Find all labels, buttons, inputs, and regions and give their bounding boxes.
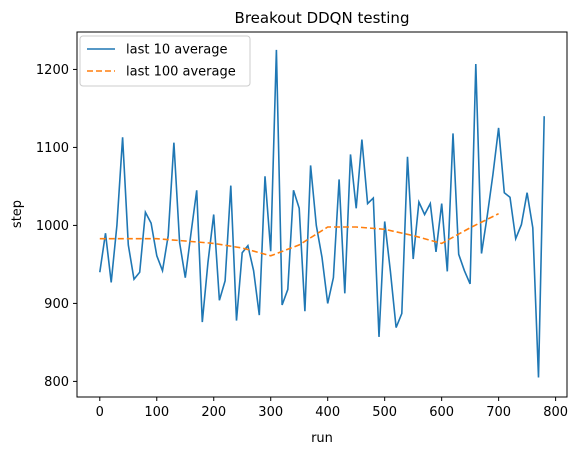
- x-tick-label: 600: [429, 405, 454, 420]
- series-line-1: [99, 49, 545, 378]
- legend: last 10 average last 100 average: [79, 35, 251, 87]
- y-tick-label: 1200: [36, 63, 69, 78]
- legend-box: [79, 35, 251, 87]
- x-tick-label: 800: [543, 405, 568, 420]
- plot-frame: [76, 31, 568, 398]
- y-tick-label: 1100: [36, 141, 69, 156]
- x-axis: 0 100 200 300 400 500 600 700 800: [96, 397, 568, 420]
- y-tick-label: 900: [44, 297, 69, 312]
- x-tick-label: 500: [372, 405, 397, 420]
- x-tick-label: 0: [96, 405, 104, 420]
- series-line-2: [99, 212, 499, 257]
- x-tick-label: 700: [486, 405, 511, 420]
- plot-series: [99, 49, 545, 378]
- legend-label-1: last 10 average: [126, 43, 227, 58]
- y-tick-label: 800: [44, 375, 69, 390]
- x-tick-label: 200: [201, 405, 226, 420]
- y-tick-label: 1000: [36, 219, 69, 234]
- chart-title: Breakout DDQN testing: [235, 9, 410, 27]
- legend-label-2: last 100 average: [126, 65, 236, 80]
- x-axis-label: run: [311, 431, 333, 446]
- x-tick-label: 100: [144, 405, 169, 420]
- y-axis: 800 900 1000 1100 1200: [36, 63, 77, 390]
- x-tick-label: 400: [315, 405, 340, 420]
- x-tick-label: 300: [258, 405, 283, 420]
- y-axis-label: step: [10, 200, 25, 228]
